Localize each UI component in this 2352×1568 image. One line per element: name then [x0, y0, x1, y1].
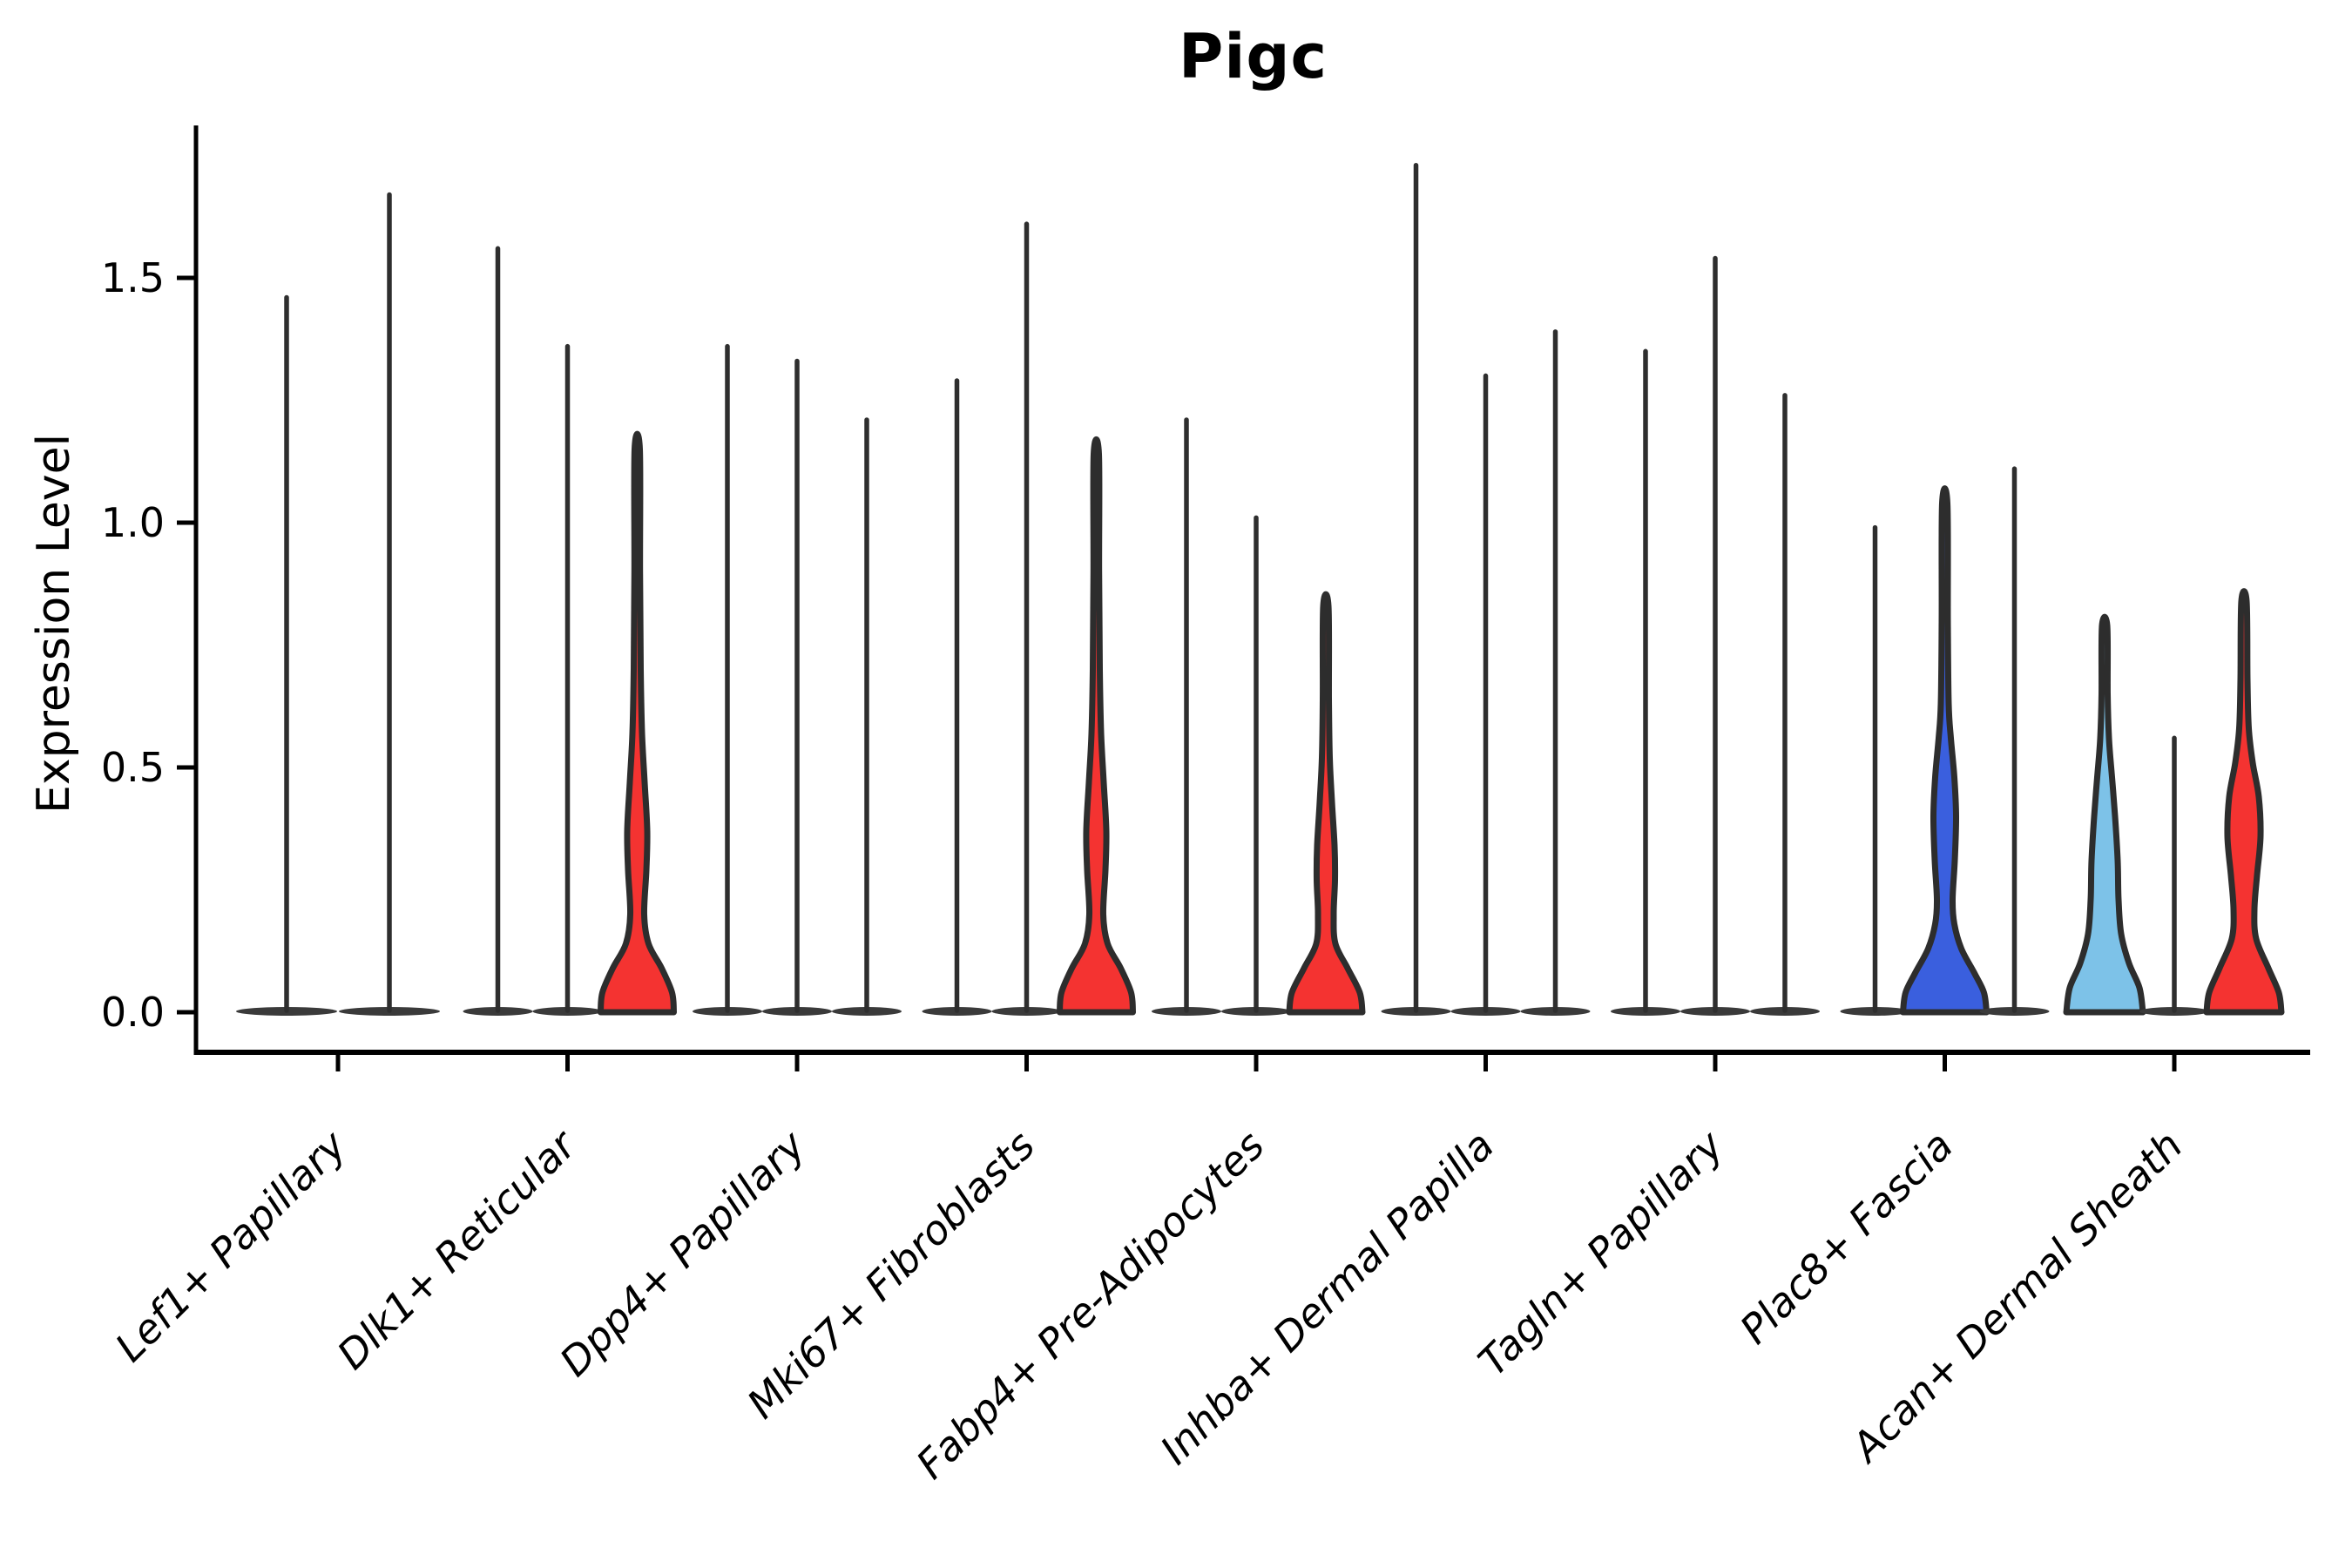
violins [236, 162, 2285, 1016]
x-category-label: Dlk1+ Reticular [328, 1119, 587, 1378]
x-category-label: Lef1+ Papillary [106, 1121, 355, 1370]
violin-filled-light_blue [2063, 613, 2146, 1016]
y-tick-label: 1.0 [101, 499, 165, 546]
violin-filled-red [2203, 588, 2285, 1016]
y-axis-title: Expression Level [28, 433, 80, 814]
y-tick-label: 0.5 [101, 744, 165, 791]
x-category-label: Tagln+ Papillary [1469, 1121, 1733, 1385]
violin-filled-red [1286, 591, 1366, 1016]
violin-filled-blue [1900, 485, 1990, 1016]
plot-title: Pigc [1179, 21, 1328, 92]
x-category-label: Plac8+ Fascia [1731, 1122, 1962, 1353]
violin-filled-red [598, 430, 677, 1016]
y-tick-label: 1.5 [101, 254, 165, 301]
violin-filled-red [1057, 436, 1136, 1016]
y-tick-label: 0.0 [101, 989, 165, 1036]
x-category-label: Dpp4+ Papillary [551, 1121, 814, 1385]
